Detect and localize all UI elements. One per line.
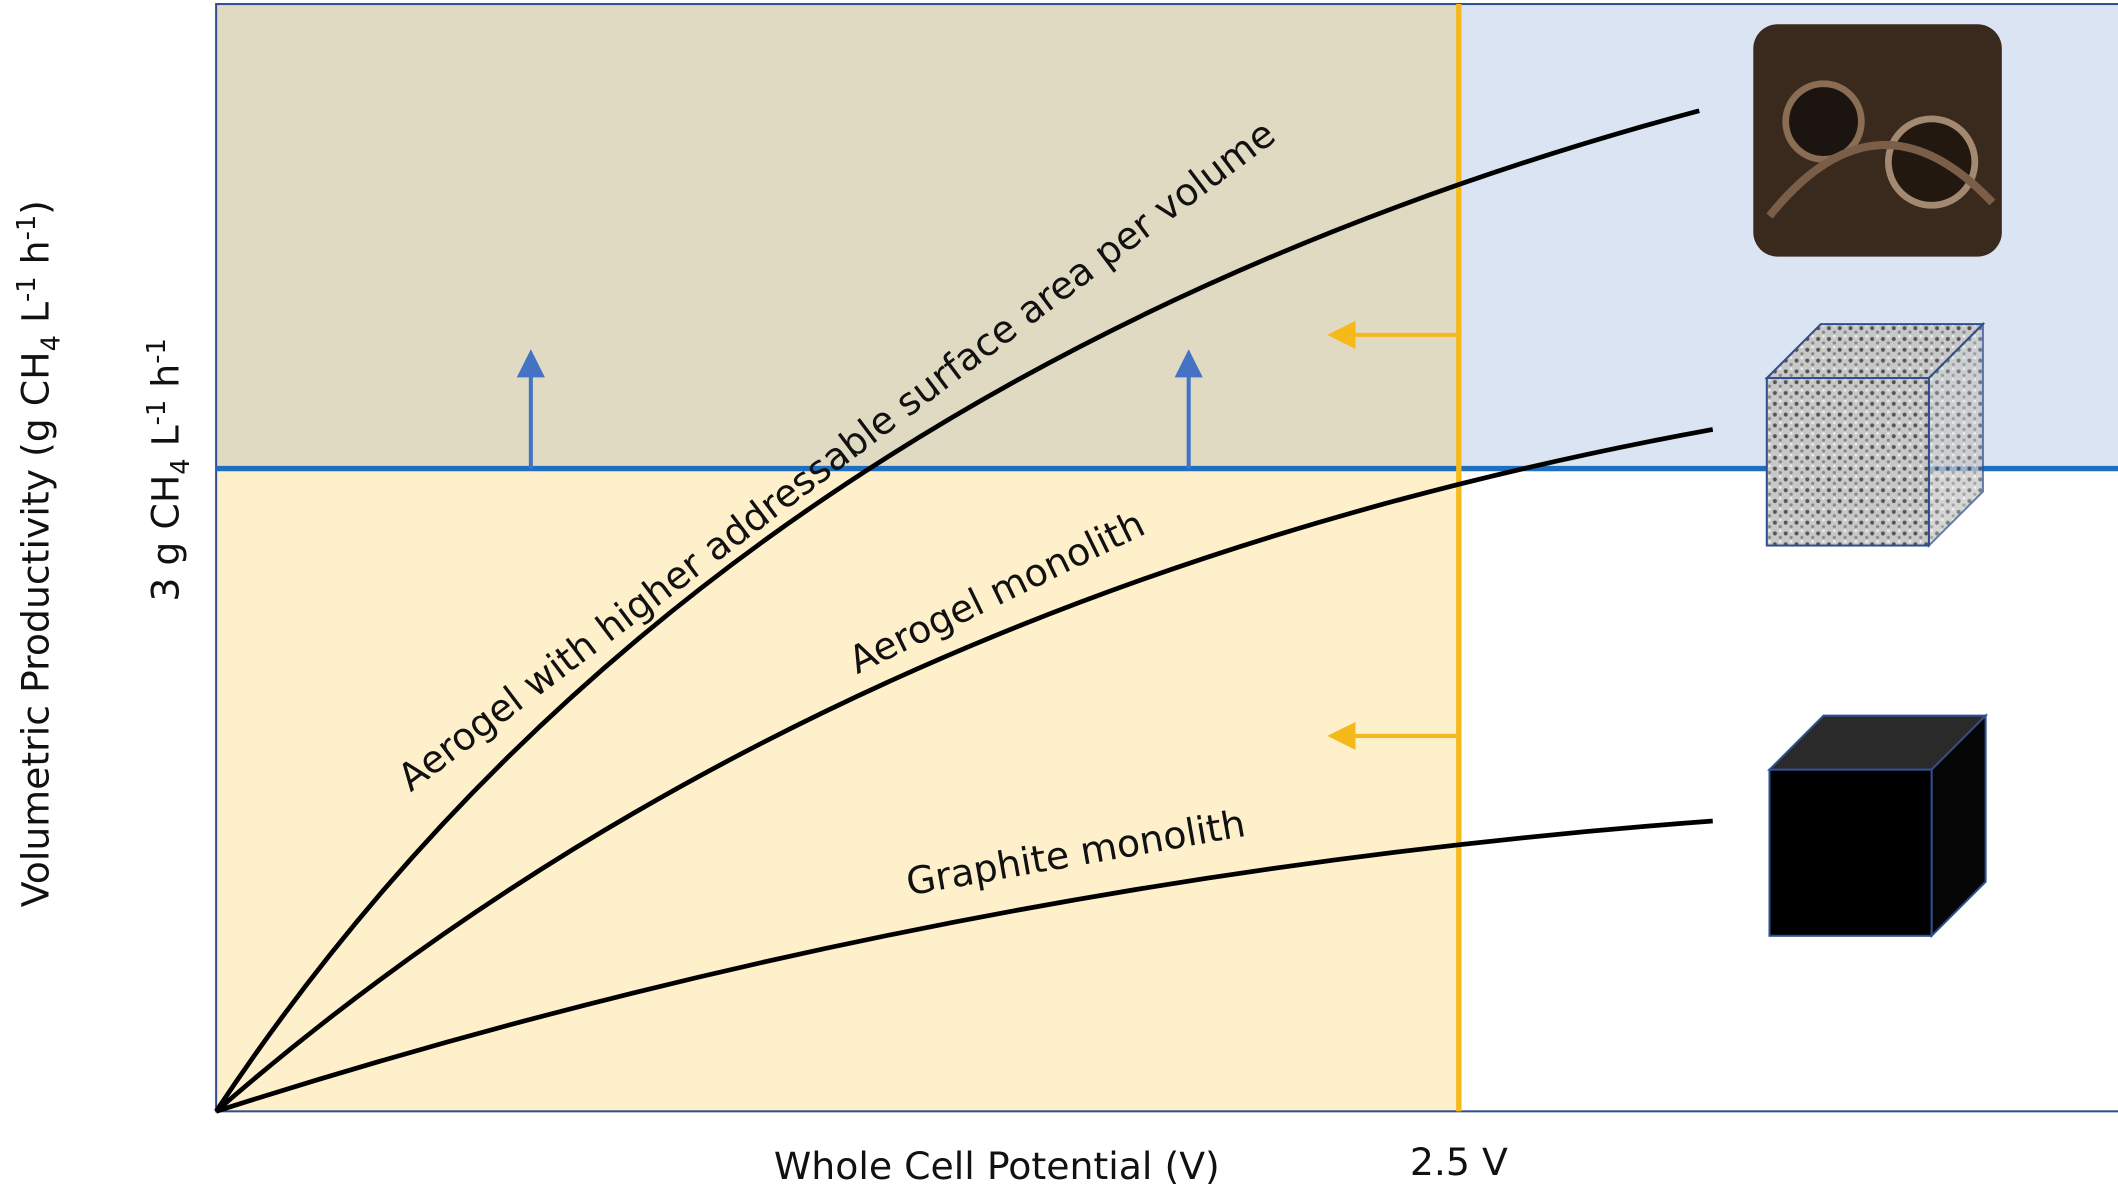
y-axis-label: Volumetric Productivity (g CH4 L-1 h-1) [12,200,66,907]
aerogel-cube [1767,324,1983,545]
region-low [216,469,1459,1112]
graphite-cube [1770,716,1986,936]
x-axis-label: Whole Cell Potential (V) [774,1144,1220,1188]
diagram: Aerogel with higher addressable surface … [0,0,2118,1191]
voltage-label: 2.5 V [1410,1140,1508,1184]
threshold-label: 3 g CH4 L-1 h-1 [142,338,196,601]
region-high [216,4,1459,469]
photo-icon [1753,24,2002,256]
